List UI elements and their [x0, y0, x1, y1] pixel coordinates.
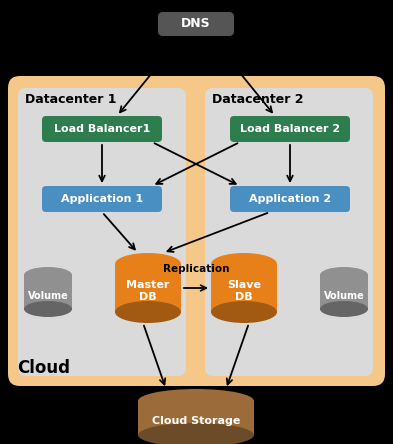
Ellipse shape [138, 423, 254, 444]
Bar [211, 264, 277, 312]
Ellipse shape [233, 301, 255, 323]
Ellipse shape [320, 301, 368, 317]
Ellipse shape [320, 267, 368, 283]
Text: Slave
DB: Slave DB [227, 280, 261, 302]
Bar [233, 264, 255, 312]
Ellipse shape [138, 389, 254, 413]
Text: Datacenter 2: Datacenter 2 [212, 93, 303, 106]
FancyBboxPatch shape [230, 186, 350, 212]
FancyBboxPatch shape [42, 186, 162, 212]
Ellipse shape [211, 253, 277, 275]
Text: Load Balancer 2: Load Balancer 2 [240, 124, 340, 134]
Text: Cloud: Cloud [17, 359, 70, 377]
Text: Application 2: Application 2 [249, 194, 331, 204]
Ellipse shape [115, 301, 181, 323]
Ellipse shape [24, 301, 72, 317]
FancyBboxPatch shape [42, 116, 162, 142]
FancyBboxPatch shape [18, 88, 186, 376]
FancyBboxPatch shape [8, 76, 385, 386]
Ellipse shape [233, 253, 255, 275]
Ellipse shape [24, 267, 72, 283]
Bar [138, 401, 254, 435]
FancyBboxPatch shape [205, 88, 373, 376]
Text: Datacenter 1: Datacenter 1 [25, 93, 116, 106]
Text: Replication: Replication [163, 264, 229, 274]
Text: Application 1: Application 1 [61, 194, 143, 204]
Ellipse shape [115, 253, 181, 275]
Bar [24, 275, 72, 309]
Text: Cloud Storage: Cloud Storage [152, 416, 240, 426]
Bar [115, 264, 181, 312]
Ellipse shape [211, 301, 277, 323]
Bar [320, 275, 368, 309]
Text: Master
DB: Master DB [126, 280, 170, 302]
Text: Volume: Volume [28, 291, 68, 301]
FancyBboxPatch shape [158, 12, 234, 36]
Text: Load Balancer1: Load Balancer1 [54, 124, 150, 134]
FancyBboxPatch shape [230, 116, 350, 142]
Text: DNS: DNS [181, 17, 211, 31]
Text: Volume: Volume [323, 291, 364, 301]
